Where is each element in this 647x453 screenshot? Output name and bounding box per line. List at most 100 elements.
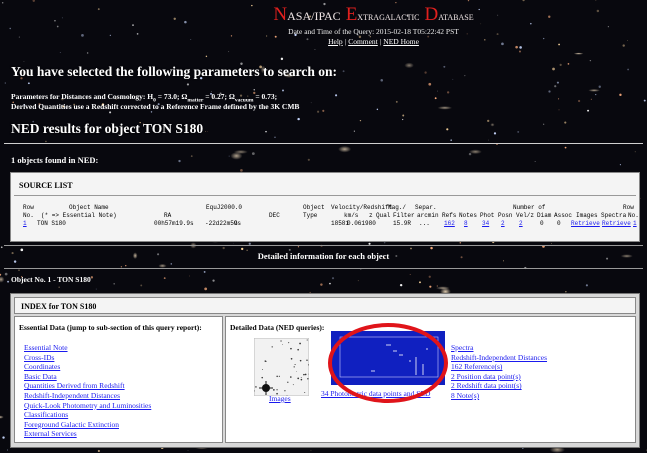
essential-link[interactable]: Essential Note <box>24 343 68 352</box>
separator: | <box>379 37 382 46</box>
star <box>109 34 111 36</box>
star <box>23 104 26 106</box>
detailed-title: Detailed Data (NED queries): <box>230 323 325 332</box>
galaxy <box>283 72 295 78</box>
galaxy <box>490 123 495 127</box>
star <box>606 257 609 260</box>
essential-link[interactable]: Classifications <box>24 410 69 420</box>
star <box>310 102 312 104</box>
thumb-star <box>297 348 299 351</box>
star <box>329 282 331 285</box>
star <box>247 95 249 97</box>
star <box>464 75 466 77</box>
table-link[interactable]: 2 <box>501 220 505 227</box>
column-header: DEC <box>269 212 280 219</box>
star <box>265 130 267 133</box>
star <box>56 25 59 28</box>
column-header: Notes <box>459 212 478 219</box>
essential-link[interactable]: Quick-Look Photometry and Luminosities <box>24 400 152 410</box>
sed-plot-thumbnail[interactable] <box>331 331 445 385</box>
star <box>429 285 432 288</box>
thumb-star <box>304 373 307 376</box>
detailed-link[interactable]: 162 Reference(s) <box>451 362 503 372</box>
essential-link[interactable]: Coordinates <box>24 362 61 372</box>
star <box>228 51 230 53</box>
star <box>427 35 430 38</box>
star <box>0 273 2 276</box>
derived-note: Derived Quantities use a Redshift correc… <box>11 102 300 111</box>
table-link[interactable]: Retrieve <box>602 220 631 227</box>
table-link[interactable]: 2 <box>519 220 523 227</box>
star <box>409 274 411 276</box>
essential-link[interactable]: Cross-IDs <box>24 352 55 362</box>
star <box>125 264 127 267</box>
header-link[interactable]: NED Home <box>383 37 419 46</box>
detailed-link[interactable]: 2 Position data point(s) <box>451 371 521 381</box>
essential-link[interactable]: Quantities Derived from Redshift <box>24 381 125 391</box>
star <box>436 285 438 287</box>
galaxy <box>549 446 566 453</box>
title-word: Database <box>424 4 474 25</box>
detailed-link[interactable]: 2 Redshift data point(s) <box>451 381 522 391</box>
cosmology-parameters: Parameters for Distances and Cosmology: … <box>11 92 277 104</box>
detailed-link[interactable]: Spectra <box>451 343 474 352</box>
essential-link[interactable]: Basic Data <box>24 371 57 381</box>
thumb-star <box>304 391 306 393</box>
star <box>240 62 243 65</box>
thumb-star <box>255 386 257 388</box>
essential-link[interactable]: Foreground Galactic Extinction <box>24 419 119 429</box>
star <box>59 52 61 53</box>
table-link[interactable]: 8 <box>464 220 468 227</box>
star <box>251 4 253 7</box>
column-header: No. <box>23 212 34 219</box>
query-time: Date and Time of the Query: 2015-02-18 T… <box>288 27 459 36</box>
star <box>424 71 427 74</box>
essential-link[interactable]: External Services <box>24 429 77 439</box>
star <box>443 65 446 68</box>
star <box>437 90 438 92</box>
table-cell: G <box>234 220 238 227</box>
table-cell: 00h57m19.9s <box>154 220 194 227</box>
title-word: Extragalactic <box>345 4 420 25</box>
star <box>0 246 3 249</box>
header-links: Help | Comment | NED Home <box>0 37 647 46</box>
thumb-star <box>290 347 292 350</box>
galaxy <box>620 254 633 258</box>
star <box>501 42 504 46</box>
essential-link[interactable]: Redshift-Independent Distances <box>24 391 121 400</box>
table-link[interactable]: 1 <box>23 220 27 227</box>
images-link[interactable]: Images <box>269 394 291 403</box>
table-link[interactable]: 1 <box>633 220 637 227</box>
star <box>480 23 482 25</box>
table-link[interactable]: Retrieve <box>571 220 600 227</box>
table-cell: 15.9R <box>393 220 412 227</box>
galaxy <box>0 415 4 419</box>
header-link[interactable]: Comment <box>348 37 378 46</box>
thumb-star <box>308 373 309 375</box>
star <box>419 281 421 284</box>
star <box>101 103 105 106</box>
detailed-link[interactable]: Redshift-Independent Distances <box>451 352 548 362</box>
header-link[interactable]: Help <box>328 37 343 46</box>
table-cell: TON S180 <box>37 220 66 227</box>
star <box>80 69 82 71</box>
star <box>466 33 468 35</box>
detailed-link[interactable]: 8 Note(s) <box>451 391 480 400</box>
thumb-star <box>293 366 295 368</box>
star <box>380 78 384 82</box>
star <box>203 270 206 273</box>
sed-link[interactable]: 34 Photometric data points and SED <box>321 389 431 398</box>
thumb-star <box>292 384 294 386</box>
image-thumbnail[interactable] <box>254 338 309 396</box>
thumb-star <box>300 378 303 381</box>
table-link[interactable]: 162 <box>444 220 455 227</box>
star <box>199 76 203 80</box>
table-link[interactable]: 34 <box>482 220 490 227</box>
galaxy <box>230 152 243 160</box>
thumb-star <box>303 373 305 376</box>
star <box>522 0 525 2</box>
star <box>627 40 629 41</box>
star <box>45 140 47 143</box>
column-header: Velocity/Redshift <box>331 204 393 211</box>
